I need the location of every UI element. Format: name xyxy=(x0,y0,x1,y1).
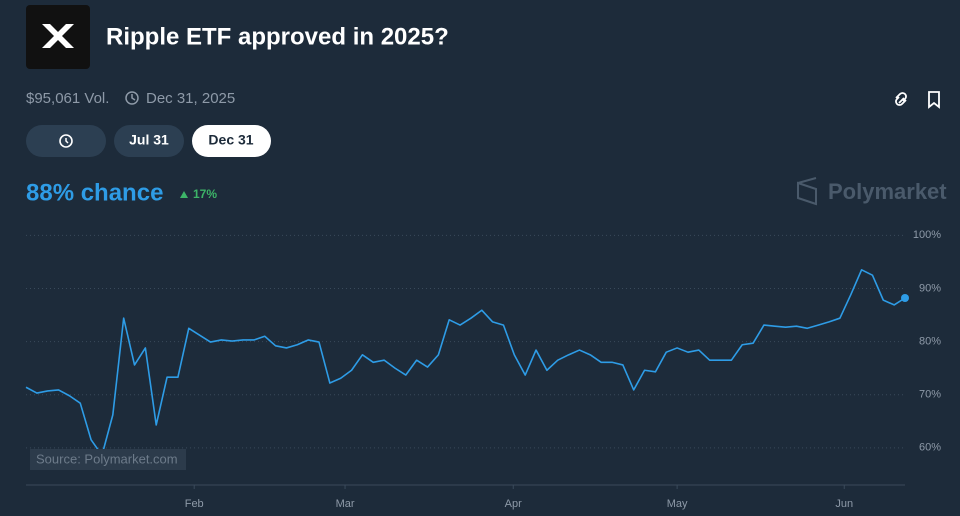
date-button[interactable] xyxy=(114,125,184,157)
x-tick-label: May xyxy=(667,498,688,510)
y-tick-label: 80% xyxy=(919,335,941,347)
clock-icon xyxy=(125,91,139,105)
y-tick-label: 100% xyxy=(913,229,941,241)
date-button-active[interactable] xyxy=(192,125,271,157)
plot: 60% 70% 80% 90% 100% Feb Mar Apr May Jun xyxy=(25,229,941,510)
history-button[interactable] xyxy=(26,125,106,157)
y-tick-label: 60% xyxy=(919,442,941,454)
line xyxy=(25,269,906,457)
x-tick-label: Apr xyxy=(505,498,522,510)
market-title: Ripple ETF approved in 2025? xyxy=(106,23,449,50)
clock-hands xyxy=(131,94,136,101)
end-point xyxy=(901,294,909,302)
link-icon xyxy=(895,92,907,106)
brand-logo xyxy=(797,177,817,206)
change: 17% xyxy=(193,187,217,201)
link-button[interactable] xyxy=(891,89,911,109)
brand: Polymarket xyxy=(828,179,947,204)
x-tick-label: Feb xyxy=(185,498,204,510)
source: Source: Polymarket.com xyxy=(36,451,178,466)
date-button-label[interactable]: Dec 31 xyxy=(208,132,253,148)
x-tick-label: Jun xyxy=(835,498,853,510)
volume: $95,061 Vol. xyxy=(26,90,109,107)
history-hands xyxy=(65,138,69,144)
bookmark-button[interactable] xyxy=(928,91,940,109)
xrp-logo xyxy=(42,24,74,48)
end-date: Dec 31, 2025 xyxy=(146,90,235,107)
history-icon xyxy=(59,134,73,148)
x-tick-label: Mar xyxy=(336,498,355,510)
y-tick-label: 90% xyxy=(919,282,941,294)
y-tick-label: 70% xyxy=(919,389,941,401)
source-bg xyxy=(30,449,186,470)
up-arrow xyxy=(180,191,188,198)
date-button-label[interactable]: Jul 31 xyxy=(129,132,169,148)
chance: 88% chance xyxy=(26,179,163,206)
link-hit[interactable] xyxy=(891,89,911,109)
